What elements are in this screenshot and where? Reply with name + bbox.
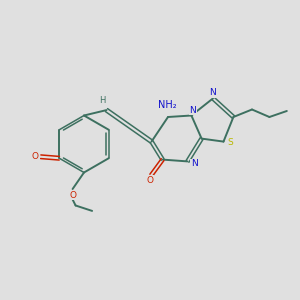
Text: N: N	[191, 159, 197, 168]
Text: N: N	[210, 88, 216, 97]
Text: O: O	[69, 190, 76, 200]
Text: N: N	[190, 106, 196, 115]
Text: S: S	[227, 138, 233, 147]
Text: H: H	[99, 96, 105, 105]
Text: O: O	[32, 152, 39, 161]
Text: NH₂: NH₂	[158, 100, 177, 110]
Text: O: O	[146, 176, 153, 185]
